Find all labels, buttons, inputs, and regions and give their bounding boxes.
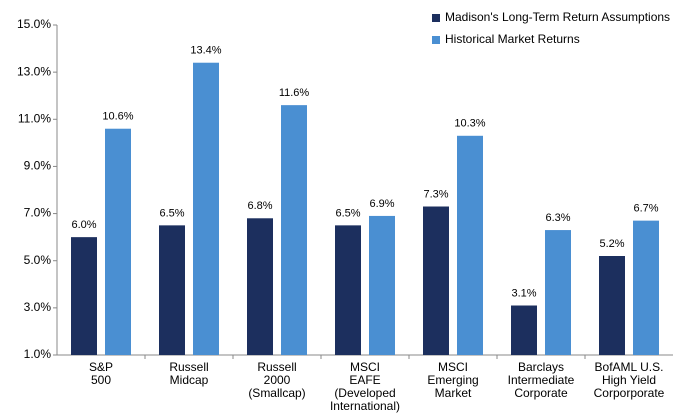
value-label: 6.3%: [545, 212, 570, 224]
y-tick-label: 5.0%: [24, 253, 52, 267]
legend-label: Historical Market Returns: [445, 32, 580, 46]
x-tick-line: BofAML U.S.: [595, 360, 664, 374]
x-tick-label: Barclays Intermediate Corporate: [508, 360, 575, 400]
x-tick-line: S&P: [89, 360, 113, 374]
x-tick-label: Russell Midcap: [169, 360, 208, 387]
value-label: 5.2%: [599, 238, 624, 250]
bar: [193, 62, 219, 355]
value-label: 6.9%: [369, 198, 394, 210]
legend-swatch: [432, 14, 440, 22]
y-tick-label: 11.0%: [18, 111, 51, 125]
bar: [599, 256, 625, 355]
bar: [159, 225, 185, 355]
bar: [423, 206, 449, 355]
bar: [511, 305, 537, 355]
x-tick-line: Midcap: [170, 373, 209, 387]
x-tick-line: International): [330, 399, 400, 413]
x-tick-line: 500: [91, 373, 111, 387]
x-tick-label: MSCI Emerging Market: [427, 360, 478, 400]
x-tick-line: Corporate: [514, 386, 568, 400]
value-label: 10.6%: [102, 111, 133, 123]
x-tick-line: Emerging: [427, 373, 478, 387]
y-tick-label: 7.0%: [24, 206, 52, 220]
value-label: 6.0%: [71, 219, 96, 231]
bar: [545, 230, 571, 355]
bar: [105, 128, 131, 355]
y-tick-label: 13.0%: [17, 64, 51, 78]
bar: [335, 225, 361, 355]
value-label: 6.5%: [159, 207, 184, 219]
value-label: 6.7%: [633, 203, 658, 215]
bar: [369, 215, 395, 355]
value-label: 6.8%: [247, 200, 272, 212]
bar: [281, 105, 307, 356]
legend-swatch: [432, 36, 440, 44]
value-label: 10.3%: [454, 118, 485, 130]
x-tick-label: S&P 500: [89, 360, 113, 387]
x-tick-line: Market: [435, 386, 472, 400]
x-tick-label: Russell 2000 (Smallcap): [248, 360, 305, 400]
y-tick-label: 15.0%: [17, 17, 51, 31]
x-tick-label: MSCI EAFE (Developed International): [330, 360, 400, 413]
legend-label: Madison's Long-Term Return Assumptions: [445, 10, 670, 24]
bar: [71, 237, 97, 355]
x-tick-line: High Yield: [602, 373, 656, 387]
y-tick-label: 3.0%: [24, 300, 52, 314]
bar: [457, 135, 483, 355]
x-tick-line: (Smallcap): [248, 386, 305, 400]
x-tick-line: (Developed: [334, 386, 395, 400]
x-tick-line: Corporporate: [594, 386, 665, 400]
x-tick-line: EAFE: [349, 373, 380, 387]
value-label: 6.5%: [335, 207, 360, 219]
y-tick-label: 9.0%: [24, 159, 52, 173]
x-tick-line: Barclays: [518, 360, 564, 374]
value-label: 11.6%: [279, 87, 310, 99]
value-label: 3.1%: [511, 287, 536, 299]
x-tick-line: Russell: [169, 360, 208, 374]
x-tick-line: 2000: [264, 373, 291, 387]
y-tick-label: 1.0%: [24, 347, 52, 361]
value-label: 7.3%: [423, 188, 448, 200]
x-tick-line: MSCI: [438, 360, 468, 374]
bar: [247, 218, 273, 355]
bar: [633, 220, 659, 355]
x-tick-line: Intermediate: [508, 373, 575, 387]
x-tick-line: Russell: [257, 360, 296, 374]
x-tick-line: MSCI: [350, 360, 380, 374]
x-tick-label: BofAML U.S. High Yield Corporporate: [594, 360, 665, 400]
value-label: 13.4%: [190, 45, 221, 57]
